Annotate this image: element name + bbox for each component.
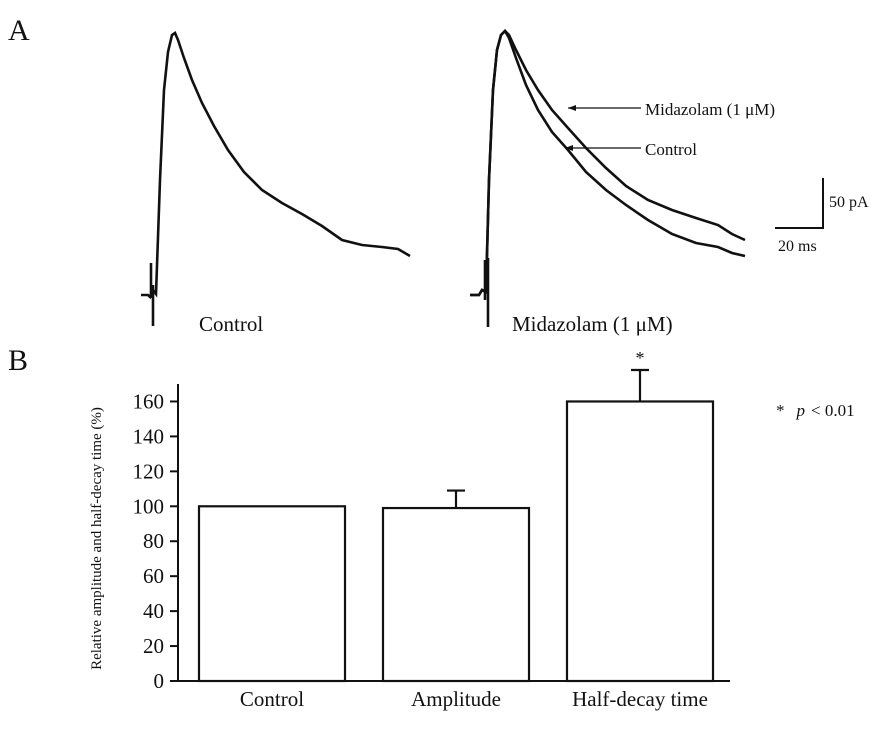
control-arrowhead-icon	[565, 145, 573, 151]
left-trace-label: Control	[199, 312, 263, 336]
bar	[381, 506, 531, 683]
panel-b-label: B	[8, 344, 28, 377]
stimulus-artifact-left	[149, 263, 155, 326]
x-tick-label: Control	[240, 687, 304, 711]
y-tick-label: 20	[143, 634, 164, 658]
annotation-control: Control	[645, 140, 697, 159]
scale-bar	[775, 178, 824, 229]
annotation-midazolam: Midazolam (1 μM)	[645, 100, 775, 119]
y-tick-label: 140	[133, 424, 165, 448]
y-tick-label: 120	[133, 459, 165, 483]
legend-star: *	[776, 401, 785, 420]
scale-bar-time-label: 20 ms	[778, 238, 817, 255]
y-tick-label: 40	[143, 599, 164, 623]
bar	[197, 505, 347, 683]
y-axis-label: Relative amplitude and half-decay time (…	[89, 407, 105, 670]
current-traces	[141, 28, 746, 327]
y-tick-label: 0	[154, 669, 165, 693]
y-tick-label: 100	[133, 494, 165, 518]
bar-chart: 0 20 40 60 80 100 120 140 160 Relative amplitude …	[89, 348, 730, 711]
control-trace-left	[141, 31, 411, 300]
stimulus-artifact-right	[483, 258, 490, 327]
legend-p: p	[796, 401, 806, 420]
x-tick-label: Amplitude	[411, 687, 501, 711]
legend-threshold: < 0.01	[811, 401, 855, 420]
midazolam-arrowhead-icon	[568, 105, 576, 111]
midazolam-trace	[470, 29, 746, 297]
significance-legend: * p < 0.01	[776, 401, 855, 420]
y-tick-label: 60	[143, 564, 164, 588]
scale-bar-current-label: 50 pA	[829, 194, 869, 211]
significance-marker: *	[636, 348, 645, 368]
bar	[565, 400, 715, 683]
control-trace-right	[470, 28, 746, 297]
right-trace-label: Midazolam (1 μM)	[512, 312, 673, 336]
panel-a-label: A	[8, 14, 30, 47]
y-tick-label: 160	[133, 389, 165, 413]
x-tick-label: Half-decay time	[572, 687, 708, 711]
y-tick-label: 80	[143, 529, 164, 553]
